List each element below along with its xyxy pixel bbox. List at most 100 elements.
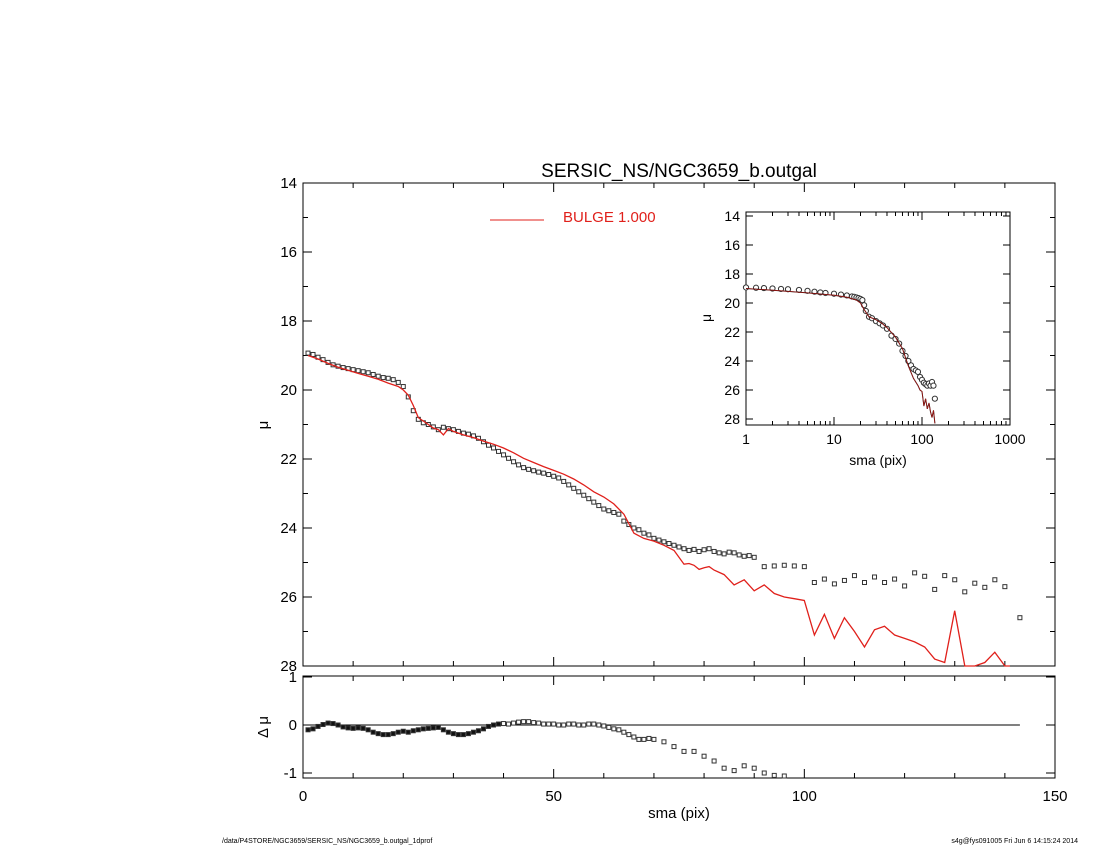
data-point (982, 584, 988, 590)
data-point (962, 589, 968, 595)
residual-point (646, 735, 652, 741)
residual-point (721, 765, 727, 771)
data-point (651, 535, 657, 541)
residual-point (375, 731, 381, 737)
data-point (571, 485, 577, 491)
x-tick-label: 100 (792, 788, 817, 805)
residual-point (566, 721, 572, 727)
residual-point (636, 736, 642, 742)
model-line-bulge (307, 354, 1010, 667)
data-point (375, 373, 381, 379)
residual-point (350, 725, 356, 731)
inset-y-tick-label: 20 (724, 295, 740, 311)
y-tick-label: 14 (280, 175, 297, 192)
data-point (390, 377, 396, 383)
inset-ticks: 14 16 18 20 22 24 26 281 10 100 1000 (724, 208, 1025, 447)
data-point (616, 511, 622, 517)
residual-point (485, 723, 491, 729)
data-point (360, 369, 366, 375)
inset-data-point (883, 325, 891, 332)
inset-y-tick-label: 22 (724, 324, 740, 340)
data-point (596, 503, 602, 509)
data-point (536, 469, 542, 475)
data-point (972, 580, 978, 586)
residual-point (365, 727, 371, 733)
inset-plot-frame (745, 211, 1011, 426)
residual-point (516, 719, 522, 725)
residual-point (556, 722, 562, 728)
data-point (721, 551, 727, 557)
residual-point (415, 727, 421, 733)
data-point (305, 350, 311, 356)
residual-point (315, 723, 321, 729)
residual-point (440, 727, 446, 733)
data-point (661, 539, 667, 545)
data-point (516, 462, 522, 468)
inset-data-point (742, 284, 750, 291)
residual-point (781, 773, 787, 779)
residual-point (631, 734, 637, 740)
data-point (671, 542, 677, 548)
residual-point (541, 721, 547, 727)
data-point (681, 546, 687, 552)
inset-data-point (777, 285, 785, 293)
data-point (611, 509, 617, 515)
data-point (385, 375, 391, 381)
data-point (586, 496, 592, 502)
data-point (716, 550, 722, 556)
data-point (310, 351, 316, 357)
data-point (646, 532, 652, 538)
inset-x-tick-label: 1 (742, 431, 750, 447)
inset-data-point (879, 322, 887, 329)
residual-point (581, 722, 587, 728)
residual-point (611, 726, 617, 732)
residual-point (480, 726, 486, 732)
residual-point (691, 748, 697, 754)
residual-point (425, 725, 431, 731)
y-tick-label: 18 (280, 313, 297, 330)
data-point (666, 541, 672, 547)
residual-point (410, 728, 416, 734)
data-point (831, 581, 837, 587)
data-point (872, 574, 878, 580)
data-point (746, 553, 752, 559)
data-point (591, 499, 597, 505)
residual-point (606, 724, 612, 730)
data-point (485, 442, 491, 448)
inset-x-tick-label: 1000 (994, 431, 1025, 447)
x-tick-label: 0 (299, 788, 307, 805)
data-point (370, 371, 376, 377)
residual-point (561, 722, 567, 728)
inset-x-axis-label: sma (pix) (849, 452, 907, 468)
main-data-points (305, 350, 1023, 621)
residual-point (511, 720, 517, 726)
inset-model-line-red (745, 288, 936, 424)
data-point (726, 549, 732, 555)
residual-y-axis-label: Δ μ (255, 716, 272, 738)
residual-point (455, 732, 461, 738)
inset-x-tick-label: 100 (910, 431, 934, 447)
residual-point (450, 731, 456, 737)
residual-point (731, 768, 737, 774)
data-point (511, 459, 517, 465)
data-point (531, 468, 537, 474)
data-point (801, 564, 807, 570)
data-point (821, 576, 827, 582)
residual-point (661, 739, 667, 745)
residual-point (616, 727, 622, 733)
inset-y-tick-label: 24 (724, 353, 740, 369)
residual-point (305, 727, 311, 733)
residual-point (395, 729, 401, 735)
inset-data-point (931, 395, 938, 402)
data-point (781, 562, 787, 568)
data-point (676, 544, 682, 550)
data-point (771, 563, 777, 569)
data-point (501, 452, 507, 458)
inset-y-axis-label: μ (698, 314, 714, 322)
data-point (811, 580, 817, 586)
residual-point (465, 731, 471, 737)
residual-point (460, 732, 466, 738)
data-point (706, 546, 712, 552)
residual-y-tick-label: 1 (289, 669, 297, 686)
data-point (942, 573, 948, 579)
